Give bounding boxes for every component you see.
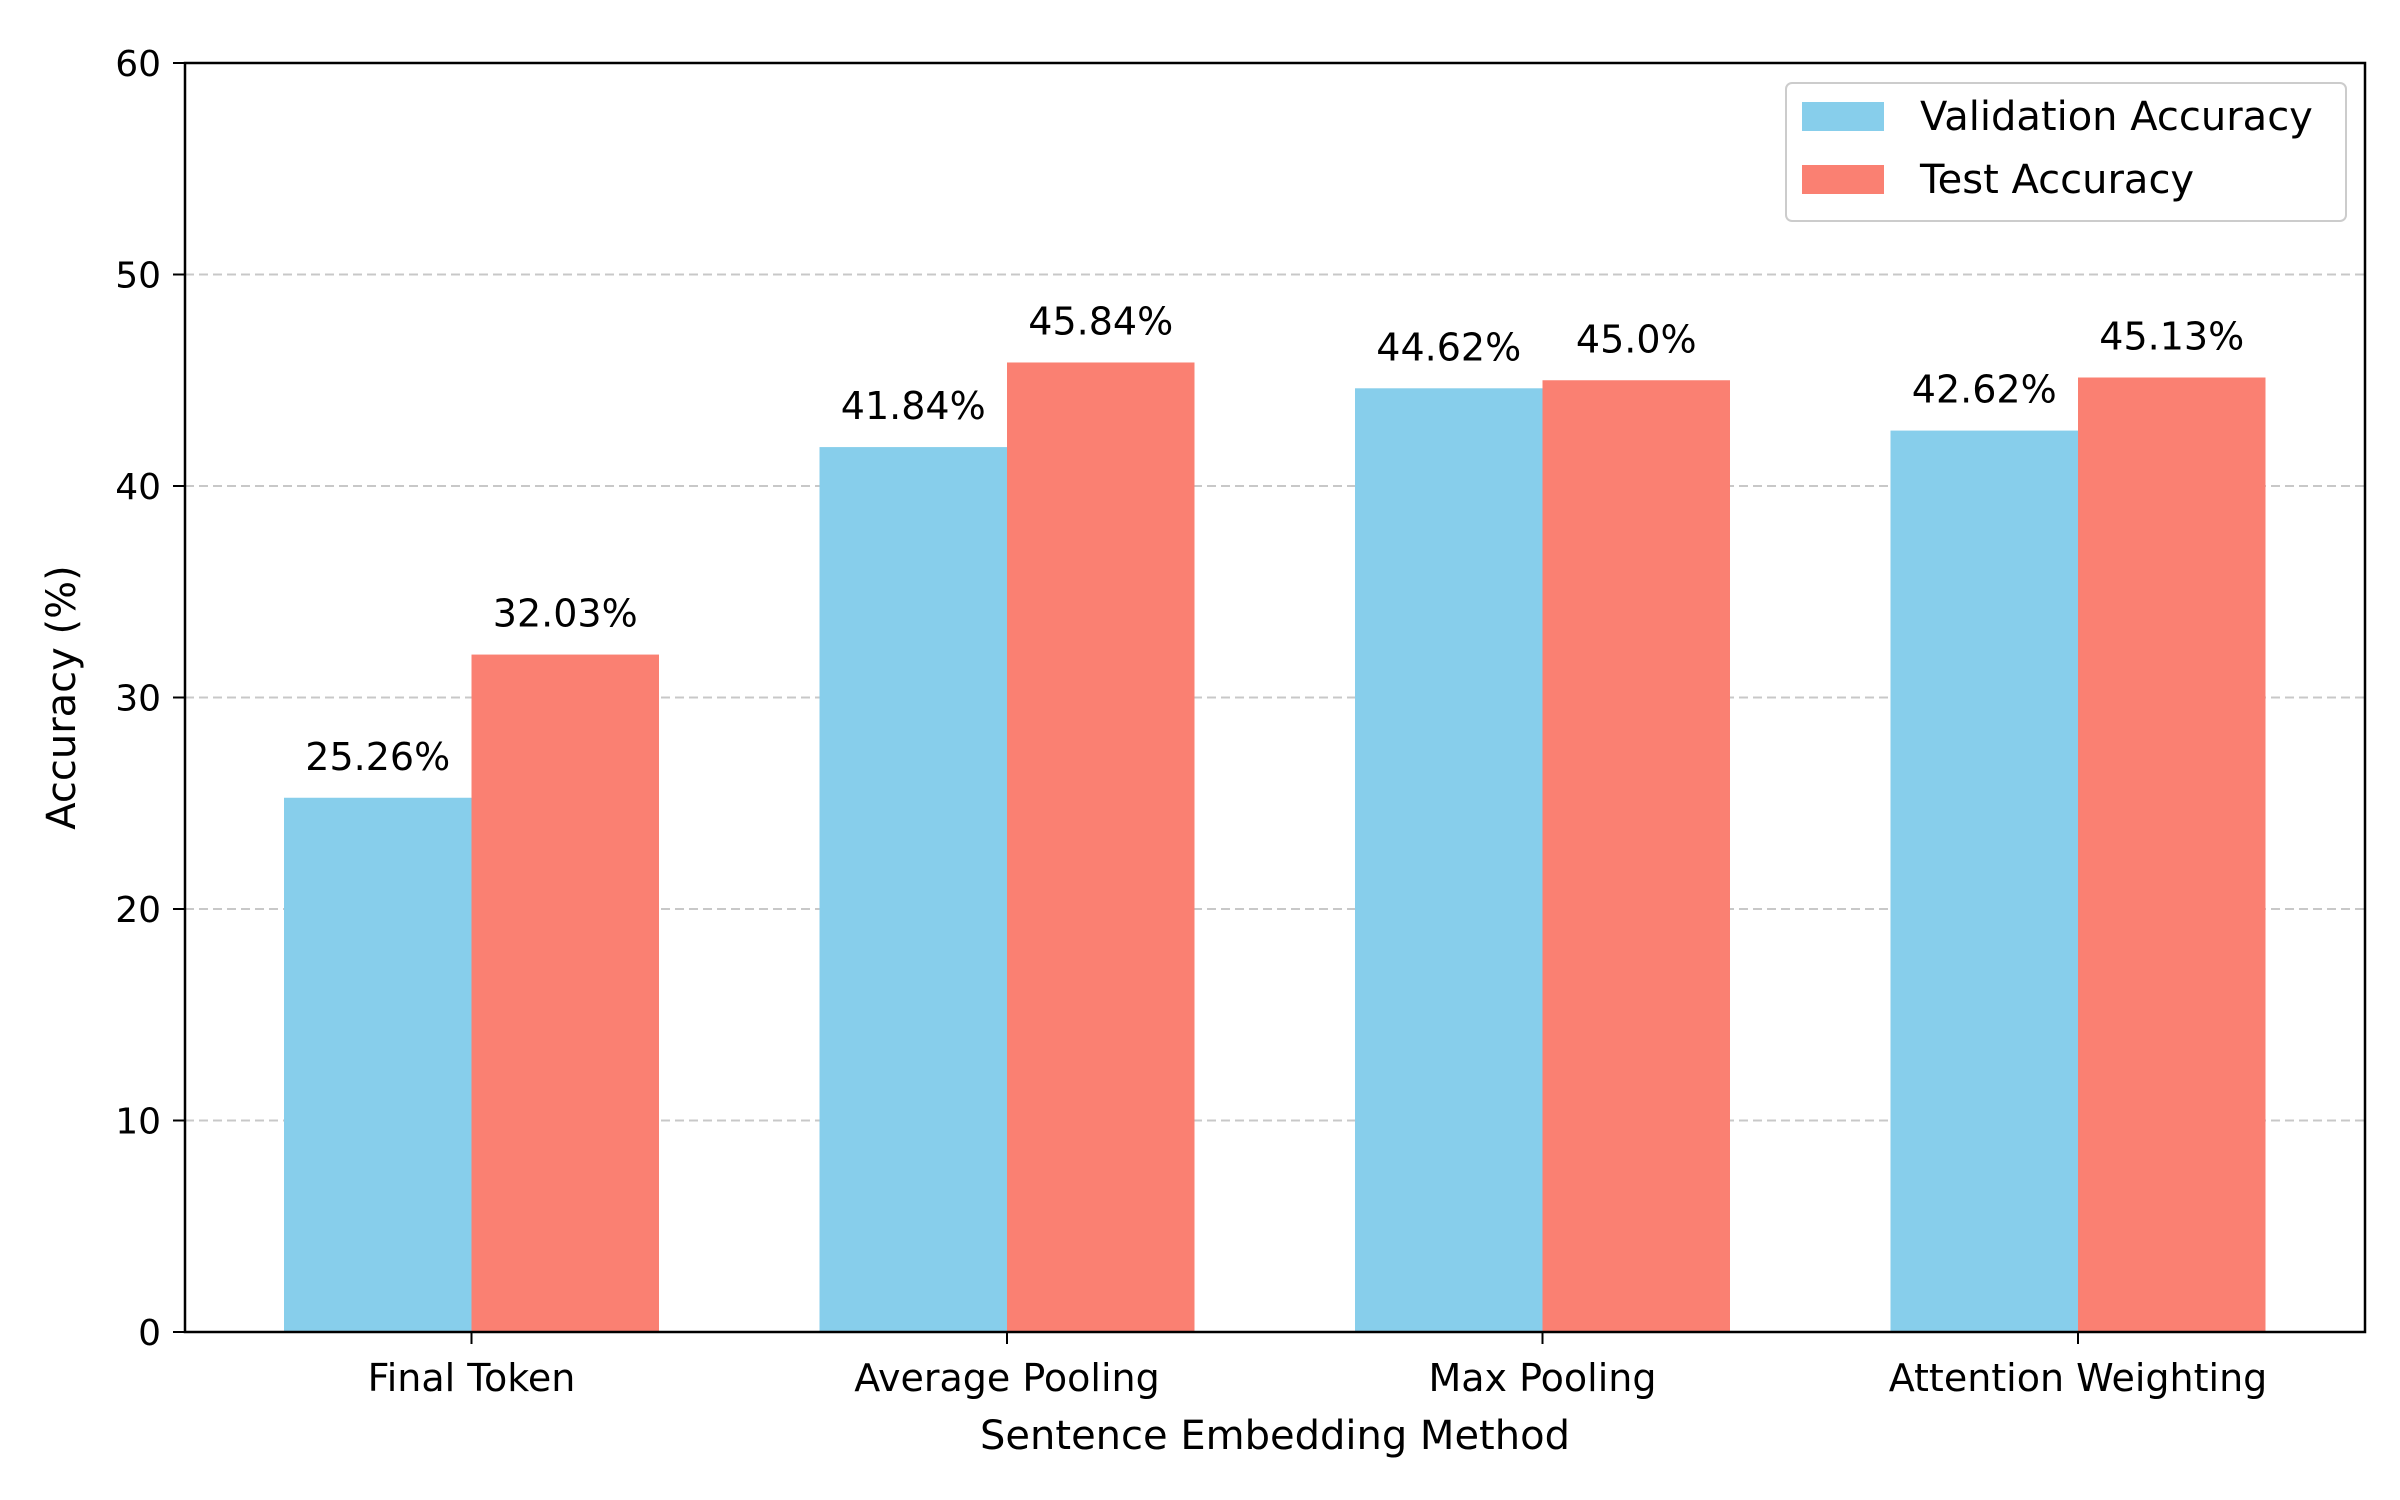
legend-box — [1785, 82, 2347, 222]
legend: Validation Accuracy Test Accuracy — [1785, 82, 2347, 222]
bar-test — [2078, 377, 2266, 1332]
data-labels: 25.26% 32.03% 41.84% 45.84% 44.62% 45.0% 42.62… — [305, 299, 2244, 778]
bar-validation — [1355, 388, 1543, 1332]
y-axis-ticks: 0 10 20 30 40 50 60 — [115, 44, 185, 1354]
y-tick-label: 40 — [115, 467, 161, 508]
y-tick-label: 20 — [115, 890, 161, 931]
x-tick-label: Max Pooling — [1428, 1356, 1656, 1400]
legend-label: Validation Accuracy — [1920, 94, 2313, 140]
bar-test — [1007, 362, 1195, 1332]
legend-swatch — [1802, 165, 1884, 194]
data-label: 45.84% — [1028, 299, 1173, 343]
y-tick-label: 60 — [115, 44, 161, 85]
data-label: 45.13% — [2099, 315, 2244, 359]
data-label: 42.62% — [1912, 368, 2057, 412]
data-label: 25.26% — [305, 735, 450, 779]
y-tick-label: 30 — [115, 679, 161, 720]
bar-test — [471, 654, 659, 1332]
y-tick-label: 0 — [138, 1313, 161, 1354]
data-label: 45.0% — [1576, 317, 1697, 361]
bar-validation — [1890, 430, 2078, 1332]
x-tick-label: Average Pooling — [854, 1356, 1160, 1400]
bar-validation — [284, 797, 472, 1332]
legend-label: Test Accuracy — [1919, 157, 2194, 203]
x-tick-label: Final Token — [368, 1356, 576, 1400]
legend-swatch — [1802, 102, 1884, 131]
y-tick-label: 10 — [115, 1102, 161, 1143]
x-axis-label: Sentence Embedding Method — [980, 1413, 1570, 1459]
bar-validation — [819, 447, 1007, 1333]
data-label: 44.62% — [1376, 325, 1521, 369]
bar-test — [1542, 380, 1730, 1332]
x-tick-label: Attention Weighting — [1889, 1356, 2268, 1400]
bars — [284, 362, 2266, 1333]
x-axis-ticks: Final Token Average Pooling Max Pooling Att… — [368, 1332, 2268, 1400]
y-tick-label: 50 — [115, 256, 161, 297]
y-axis-label: Accuracy (%) — [39, 565, 85, 830]
data-label: 41.84% — [841, 384, 986, 428]
data-label: 32.03% — [493, 592, 638, 636]
